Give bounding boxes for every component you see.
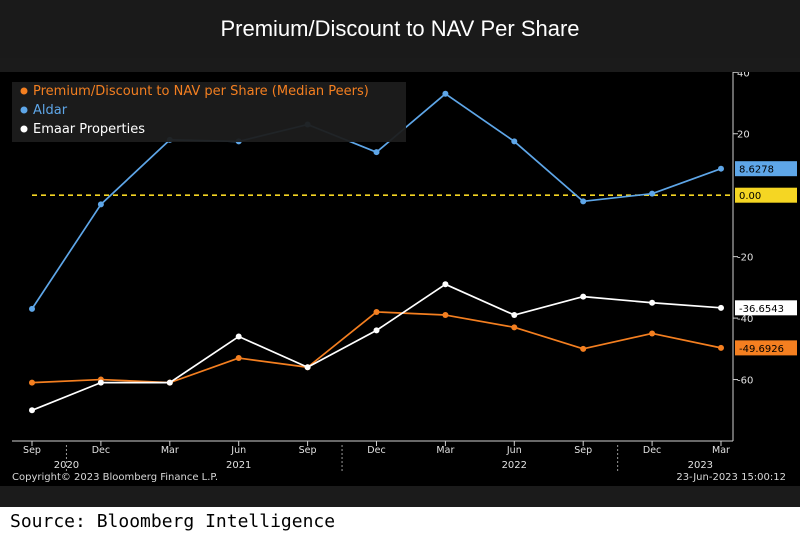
x-tick-label: Mar: [161, 445, 179, 456]
line-chart: 40 20 -20 -40 -60 Sep Dec Mar Jun Sep Dec Mar Jun Sep…: [12, 72, 797, 473]
x-tick-label: Dec: [92, 445, 110, 456]
y-tick-label: 20: [737, 130, 750, 141]
y-tick-label: 40: [737, 72, 750, 79]
series-line-2: [31, 283, 722, 412]
data-point: [511, 312, 518, 319]
year-label: 2020: [54, 460, 79, 471]
data-point: [373, 327, 380, 334]
chart-title-bar: Premium/Discount to NAV Per Share: [0, 0, 800, 58]
data-point: [718, 344, 724, 351]
data-point: [442, 90, 449, 97]
data-point: [29, 407, 35, 414]
legend-entry-2: Emaar Properties: [33, 122, 145, 137]
data-point: [718, 304, 724, 311]
x-tick-label: Dec: [643, 445, 661, 456]
legend-entry-0: Premium/Discount to NAV per Share (Media…: [33, 84, 369, 99]
legend-box: [12, 82, 406, 142]
chart-title: Premium/Discount to NAV Per Share: [220, 16, 580, 41]
data-point: [649, 330, 656, 337]
data-point: [718, 165, 724, 172]
copyright-text: Copyright© 2023 Bloomberg Finance L.P.: [12, 472, 219, 483]
source-text: Source: Bloomberg Intelligence: [10, 511, 336, 532]
x-tick-label: Dec: [367, 445, 385, 456]
data-point: [373, 308, 380, 315]
last-value-label-1-box: [735, 161, 797, 177]
data-point: [373, 149, 380, 156]
data-point: [442, 281, 449, 288]
series-line-0: [31, 311, 722, 384]
y-tick-label: -40: [737, 314, 753, 325]
legend-marker-0: [20, 87, 28, 95]
x-tick-label: Sep: [574, 445, 592, 456]
data-point: [29, 379, 35, 386]
x-tick-label: Jun: [230, 445, 246, 456]
data-point: [442, 312, 449, 319]
data-point: [580, 345, 587, 352]
data-point: [511, 324, 518, 331]
data-point: [97, 201, 104, 208]
data-point: [235, 355, 242, 362]
data-point: [29, 305, 35, 312]
x-tick-label: Mar: [436, 445, 454, 456]
source-bar: Source: Bloomberg Intelligence: [0, 507, 800, 541]
year-label: 2021: [226, 460, 251, 471]
x-tick-label: Sep: [299, 445, 317, 456]
data-point: [649, 299, 656, 306]
y-tick-label: -60: [737, 376, 753, 387]
reference-value-label: 0.00: [739, 191, 761, 202]
data-point: [511, 138, 518, 145]
last-value-label-2-box: [735, 300, 797, 316]
y-tick-label: -20: [737, 253, 753, 264]
reference-value-label-box: [735, 187, 797, 203]
data-point: [580, 293, 587, 300]
legend-marker-2: [20, 125, 28, 133]
legend-marker-1: [20, 106, 28, 114]
x-tick-label: Mar: [712, 445, 730, 456]
data-point: [97, 379, 104, 386]
timestamp-text: 23-Jun-2023 15:00:12: [676, 472, 786, 483]
plot-area: 40 20 -20 -40 -60 Sep Dec Mar Jun Sep Dec Mar Jun Sep…: [0, 72, 800, 486]
data-point: [580, 198, 587, 205]
data-point: [166, 379, 173, 386]
data-point: [649, 190, 656, 197]
year-label: 2023: [688, 460, 713, 471]
x-tick-label: Sep: [23, 445, 41, 456]
last-value-label-0-box: [735, 340, 797, 356]
data-point: [235, 333, 242, 340]
last-value-label-1: 8.6278: [739, 165, 774, 176]
x-tick-label: Jun: [506, 445, 522, 456]
legend-entry-1: Aldar: [33, 103, 68, 118]
last-value-label-2: -36.6543: [739, 304, 784, 315]
last-value-label-0: -49.6926: [739, 344, 784, 355]
data-point: [304, 364, 311, 371]
year-label: 2022: [502, 460, 527, 471]
